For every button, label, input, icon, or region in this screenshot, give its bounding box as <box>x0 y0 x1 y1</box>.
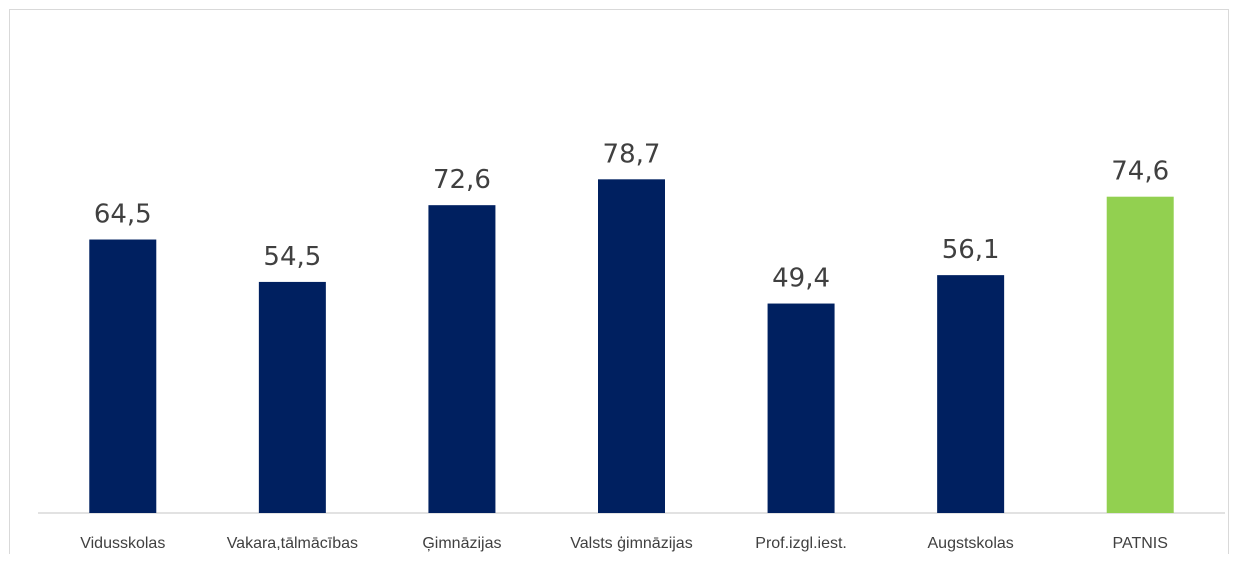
x-tick-label-2: Ģimnāzijas <box>422 535 501 552</box>
data-label-0: 64,5 <box>94 200 152 230</box>
value-labels-layer: 64,5 54,5 72,6 78,7 49,4 56,1 74,6 <box>94 139 1169 293</box>
bars-layer <box>89 179 1174 514</box>
data-label-5: 56,1 <box>942 235 1000 265</box>
bar-4 <box>767 303 835 513</box>
data-label-1: 54,5 <box>263 242 321 272</box>
data-label-6: 74,6 <box>1111 157 1169 187</box>
x-tick-label-1: Vakara,tālmācības <box>227 535 358 552</box>
x-tick-label-6: PATNIS <box>1113 535 1168 552</box>
bar-6 <box>1106 196 1174 514</box>
data-label-3: 78,7 <box>603 139 661 169</box>
x-tick-label-4: Prof.izgl.iest. <box>755 535 847 552</box>
x-tick-labels-layer: Vidusskolas Vakara,tālmācības Ģimnāzijas Va… <box>80 534 1168 552</box>
bar-3 <box>598 179 665 513</box>
bar-1 <box>258 281 326 513</box>
data-label-2: 72,6 <box>433 165 491 195</box>
x-tick-label-0: Vidusskolas <box>80 535 165 552</box>
bar-5 <box>937 275 1005 513</box>
x-tick-label-3: Valsts ģimnāzijas <box>570 534 692 552</box>
x-tick-label-5: Augstskolas <box>928 535 1014 552</box>
chart-frame <box>9 9 1229 554</box>
bar-2 <box>428 205 496 513</box>
bar-0 <box>89 239 157 513</box>
data-label-4: 49,4 <box>772 264 830 294</box>
